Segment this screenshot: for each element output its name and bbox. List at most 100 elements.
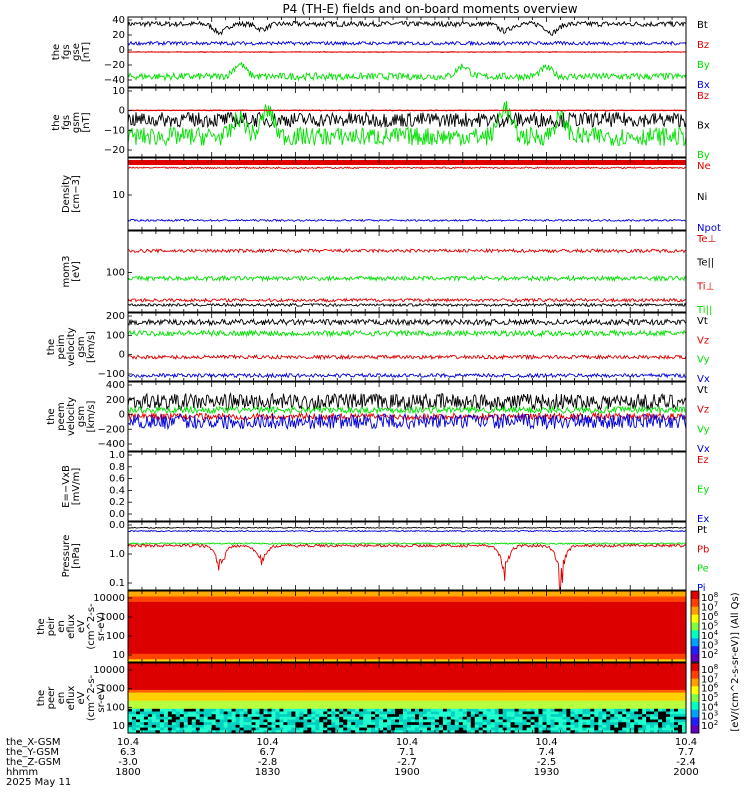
spectrogram-cell <box>275 601 281 606</box>
spectrogram-cell <box>159 596 165 600</box>
spectrogram-cell <box>650 599 655 603</box>
spectrogram-cell <box>419 632 424 636</box>
spectrogram-cell <box>319 637 324 641</box>
spectrogram-cell <box>151 724 157 729</box>
spectrogram-cell <box>546 615 552 619</box>
spectrogram-cell <box>151 601 157 606</box>
spectrogram-cell <box>522 618 528 622</box>
spectrogram-cell <box>486 615 492 619</box>
spectrogram-cell <box>419 623 424 628</box>
spectrogram-cell <box>542 596 548 600</box>
spectrogram-cell <box>179 703 185 707</box>
spectrogram-cell <box>514 659 520 663</box>
spectrogram-cell <box>426 596 432 600</box>
spectrogram-cell <box>175 601 181 606</box>
spectrogram-cell <box>422 653 428 658</box>
spectrogram-cell <box>132 679 137 683</box>
spectrogram-cell <box>383 607 388 611</box>
spectrogram-cell <box>147 719 153 723</box>
spectrogram-peer_eflux <box>128 663 687 734</box>
spectrogram-cell <box>231 634 237 638</box>
spectrogram-cell <box>574 632 579 636</box>
spectrogram-cell <box>415 656 420 660</box>
spectrogram-cell <box>215 599 221 603</box>
spectrogram-cell <box>534 623 540 628</box>
spectrogram-cell <box>136 601 141 606</box>
spectrogram-cell <box>299 656 304 660</box>
spectrogram-cell <box>343 623 348 628</box>
spectrogram-cell <box>303 642 308 647</box>
spectrogram-cell <box>179 642 185 647</box>
spectrogram-cell <box>319 634 324 638</box>
spectrogram-cell <box>642 593 647 597</box>
spectrogram-cell <box>590 659 595 663</box>
spectrogram-cell <box>151 615 157 619</box>
spectrogram-cell <box>323 651 328 655</box>
spectrogram-cell <box>183 634 189 638</box>
spectrogram-cell <box>259 610 265 614</box>
spectrogram-cell <box>367 612 372 617</box>
spectrogram-cell <box>379 629 384 633</box>
spectrogram-cell <box>179 695 185 699</box>
spectrogram-cell <box>546 626 552 630</box>
spectrogram-cell <box>167 645 173 649</box>
spectrogram-cell <box>183 651 189 655</box>
spectrogram-cell <box>498 634 504 638</box>
spectrogram-cell <box>454 601 460 606</box>
spectrogram-cell <box>283 659 288 663</box>
spectrogram-cell <box>494 610 500 614</box>
spectrogram-cell <box>187 663 193 667</box>
y-axis-label: gsm <box>76 336 87 357</box>
spectrogram-cell <box>379 659 384 663</box>
spectrogram-cell <box>183 689 189 694</box>
spectrogram-cell <box>315 612 320 617</box>
spectrogram-cell <box>187 623 193 628</box>
spectrogram-cell <box>530 601 536 606</box>
spectrogram-cell <box>187 700 193 704</box>
series-by <box>127 61 687 82</box>
spectrogram-cell <box>442 607 448 611</box>
spectrogram-cell <box>147 711 153 715</box>
y-tick-label: −20 <box>104 145 125 156</box>
spectrogram-cell <box>235 621 241 625</box>
spectrogram-cell <box>143 621 149 625</box>
spectrogram-cell <box>155 679 161 683</box>
spectrogram-cell <box>179 634 185 638</box>
spectrogram-cell <box>403 618 408 622</box>
spectrogram-cell <box>458 610 464 614</box>
spectrogram-cell <box>470 596 476 600</box>
spectrogram-cell <box>562 632 567 636</box>
spectrogram-cell <box>395 621 400 625</box>
spectrogram-cell <box>319 640 324 644</box>
spectrogram-cell <box>674 632 679 636</box>
spectrogram-cell <box>550 648 556 652</box>
spectrogram-cell <box>662 601 667 606</box>
spectrogram-cell <box>231 656 237 660</box>
spectrogram-cell <box>478 610 484 614</box>
spectrogram-cell <box>223 637 229 641</box>
spectrogram-cell <box>367 596 372 600</box>
spectrogram-cell <box>522 645 528 649</box>
spectrogram-cell <box>247 607 253 611</box>
spectrogram-cell <box>466 591 472 595</box>
spectrogram-cell <box>466 623 472 628</box>
spectrogram-cell <box>339 629 344 633</box>
spectrogram-cell <box>602 634 607 638</box>
spectrogram-cell <box>243 596 249 600</box>
spectrogram-cell <box>243 601 249 606</box>
spectrogram-cell <box>526 601 532 606</box>
spectrogram-cell <box>187 651 193 655</box>
spectrogram-cell <box>626 601 631 606</box>
spectrogram-cell <box>191 593 197 597</box>
spectrogram-cell <box>175 689 181 694</box>
spectrogram-cell <box>171 640 177 644</box>
spectrogram-cell <box>399 634 404 638</box>
spectrogram-cell <box>610 659 615 663</box>
spectrogram-cell <box>355 634 360 638</box>
spectrogram-cell <box>140 711 145 715</box>
spectrogram-cell <box>395 659 400 663</box>
spectrogram-cell <box>311 601 316 606</box>
spectrogram-cell <box>311 621 316 625</box>
spectrogram-cell <box>219 596 225 600</box>
spectrogram-cell <box>263 612 269 617</box>
